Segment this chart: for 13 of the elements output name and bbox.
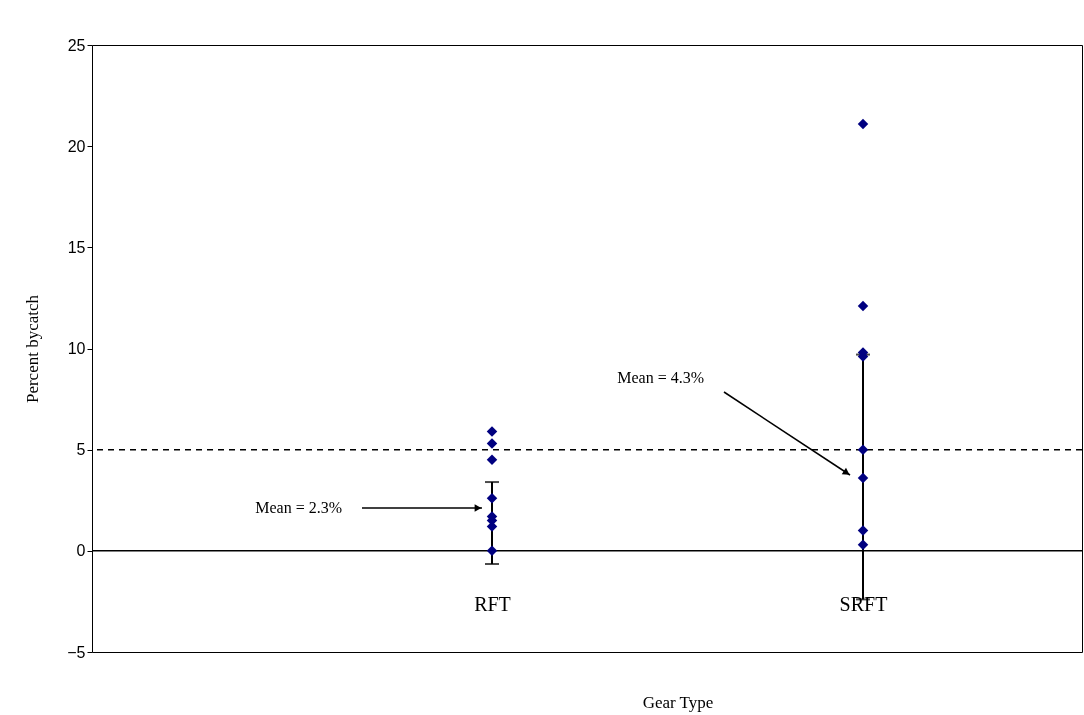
y-tick-label: 10 bbox=[67, 340, 86, 357]
y-tick-label: 15 bbox=[67, 238, 86, 256]
y-tick-label: 20 bbox=[67, 137, 86, 155]
y-tick-label: 25 bbox=[67, 36, 86, 54]
x-axis-title: Gear Type bbox=[642, 692, 714, 712]
y-tick-label: −5 bbox=[67, 643, 86, 661]
y-tick-label: 0 bbox=[76, 542, 86, 560]
x-tick-label: RFT bbox=[474, 592, 511, 615]
annotation: Mean = 2.3% bbox=[255, 499, 342, 516]
y-tick-label: 5 bbox=[76, 441, 86, 459]
x-tick-label: SRFT bbox=[839, 592, 888, 615]
annotation: Mean = 4.3% bbox=[617, 369, 704, 386]
y-axis-title: Percent bycatch bbox=[23, 294, 43, 404]
